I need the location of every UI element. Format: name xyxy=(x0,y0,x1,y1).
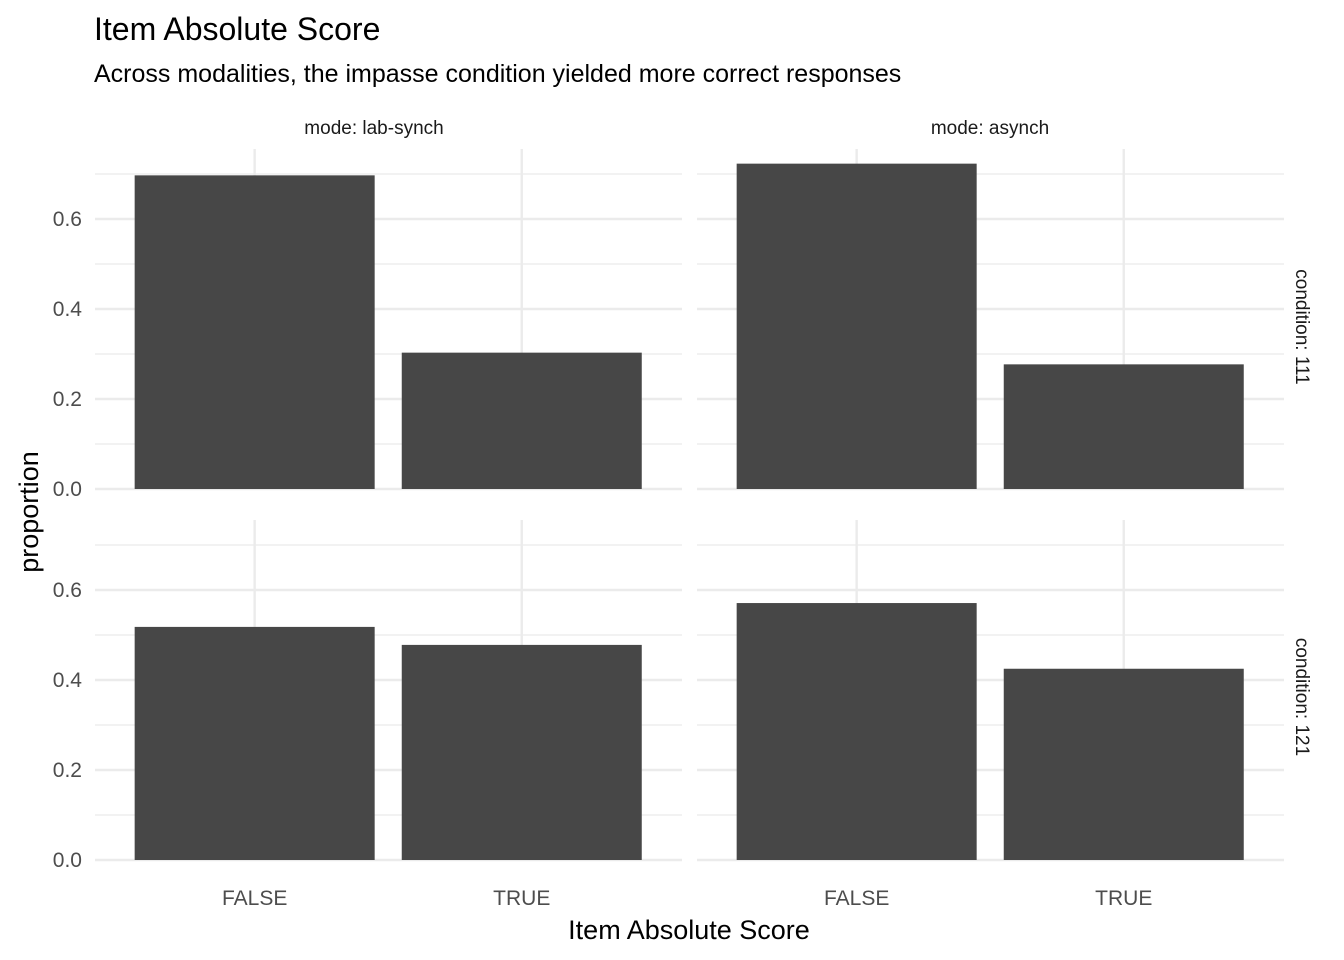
y-tick-label-row1: 0.4 xyxy=(53,669,83,692)
facet-row-label-0: condition: 111 xyxy=(1291,269,1312,385)
y-tick-label-row0: 0.0 xyxy=(53,478,82,501)
bar-r0c1-true xyxy=(1003,364,1244,489)
y-tick-label-row1: 0.2 xyxy=(53,759,82,782)
y-tick-label-row0: 0.2 xyxy=(53,388,82,411)
bar-r1c1-true xyxy=(1003,668,1244,860)
y-tick-label-row1: 0.6 xyxy=(53,579,82,602)
plot-area: 0.0 0.2 0.4 0.6 0.0 0.2 0.4 0.6 FALSE TRUE FALSE TR… xyxy=(53,149,1284,910)
x-tick-label-col0: FALSE xyxy=(222,887,287,910)
y-axis-title: proportion xyxy=(14,451,44,573)
x-tick-label-col0: TRUE xyxy=(493,887,550,910)
y-tick-label-row0: 0.6 xyxy=(53,208,82,231)
bar-r0c0-true xyxy=(401,352,642,489)
bar-r1c1-false xyxy=(736,603,977,860)
bar-r1c0-true xyxy=(401,644,642,860)
facet-col-label-0: mode: lab-synch xyxy=(304,118,443,139)
x-tick-label-col1: TRUE xyxy=(1095,887,1152,910)
y-tick-label-row0: 0.4 xyxy=(53,298,83,321)
x-tick-label-col1: FALSE xyxy=(824,887,889,910)
y-tick-label-row1: 0.0 xyxy=(53,849,82,872)
bar-r0c1-false xyxy=(736,163,977,489)
chart-subtitle: Across modalities, the impasse condition… xyxy=(94,60,901,88)
bar-r0c0-false xyxy=(134,175,375,489)
x-axis-title: Item Absolute Score xyxy=(568,915,810,945)
bar-r1c0-false xyxy=(134,626,375,860)
chart-title: Item Absolute Score xyxy=(94,11,380,47)
facet-col-label-1: mode: asynch xyxy=(931,118,1049,139)
facet-row-label-1: condition: 121 xyxy=(1291,638,1312,756)
